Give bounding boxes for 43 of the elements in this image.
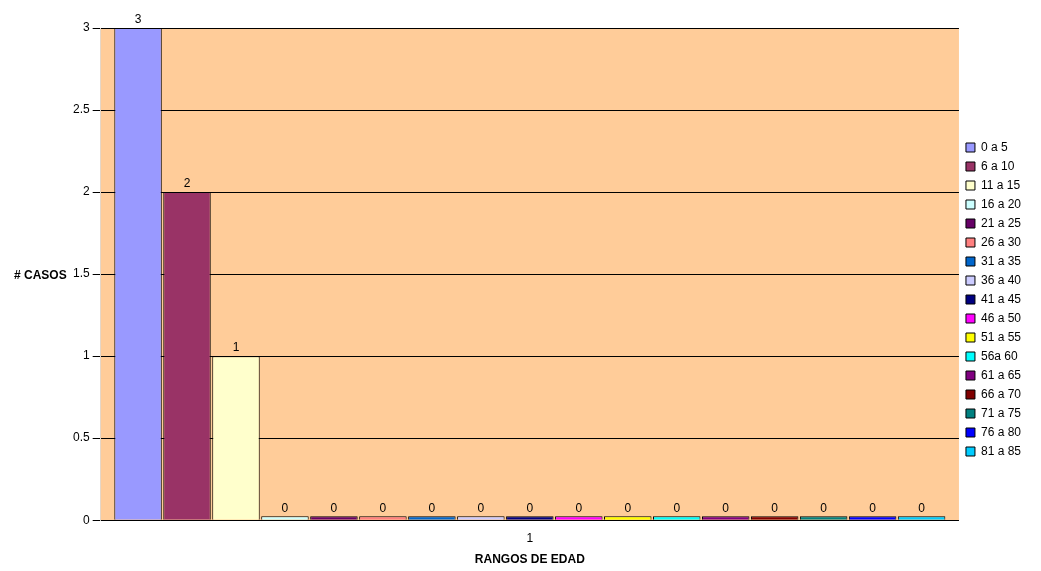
y-tick-label: 2.5 bbox=[72, 102, 90, 117]
legend-label: 66 a 70 bbox=[980, 386, 1022, 401]
data-label: 0 bbox=[428, 500, 436, 515]
data-label: 0 bbox=[918, 500, 926, 515]
legend-label: 46 a 50 bbox=[980, 310, 1022, 325]
data-label: 0 bbox=[330, 500, 338, 515]
legend-label: 61 a 65 bbox=[980, 367, 1022, 382]
y-tick-label: 0.5 bbox=[72, 430, 90, 445]
legend-label: 31 a 35 bbox=[980, 253, 1022, 268]
legend-label: 76 a 80 bbox=[980, 424, 1022, 439]
legend-label: 41 a 45 bbox=[980, 291, 1022, 306]
data-label: 3 bbox=[134, 12, 142, 27]
legend-label: 71 a 75 bbox=[980, 405, 1022, 420]
legend-label: 0 a 5 bbox=[980, 139, 1008, 154]
data-label: 0 bbox=[820, 500, 828, 515]
y-tick-label: 3 bbox=[82, 20, 90, 35]
data-label: 1 bbox=[232, 340, 240, 355]
data-label: 0 bbox=[771, 500, 779, 515]
legend-label: 56a 60 bbox=[980, 348, 1018, 363]
x-axis-title: RANGOS DE EDAD bbox=[474, 552, 586, 567]
y-axis-title: # CASOS bbox=[14, 268, 67, 282]
legend-label: 51 a 55 bbox=[980, 329, 1022, 344]
legend-label: 11 a 15 bbox=[980, 177, 1021, 192]
legend-label: 36 a 40 bbox=[980, 272, 1022, 287]
data-label: 0 bbox=[526, 500, 534, 515]
legend-label: 6 a 10 bbox=[980, 158, 1015, 173]
legend-label: 26 a 30 bbox=[980, 234, 1022, 249]
y-tick-label: 1.5 bbox=[72, 266, 90, 281]
data-label: 2 bbox=[183, 176, 191, 191]
legend-label: 21 a 25 bbox=[980, 215, 1022, 230]
data-label: 0 bbox=[575, 500, 583, 515]
y-tick-label: 2 bbox=[82, 184, 90, 199]
legend-label: 16 a 20 bbox=[980, 196, 1022, 211]
data-label: 0 bbox=[673, 500, 681, 515]
y-tick-label: 0 bbox=[82, 512, 90, 527]
legend-label: 81 a 85 bbox=[980, 443, 1022, 458]
data-label: 0 bbox=[722, 500, 730, 515]
data-label: 0 bbox=[477, 500, 485, 515]
data-label: 0 bbox=[379, 500, 387, 515]
data-label: 0 bbox=[869, 500, 877, 515]
data-label: 0 bbox=[281, 500, 289, 515]
data-label: 0 bbox=[624, 500, 632, 515]
y-tick-label: 1 bbox=[82, 348, 90, 363]
